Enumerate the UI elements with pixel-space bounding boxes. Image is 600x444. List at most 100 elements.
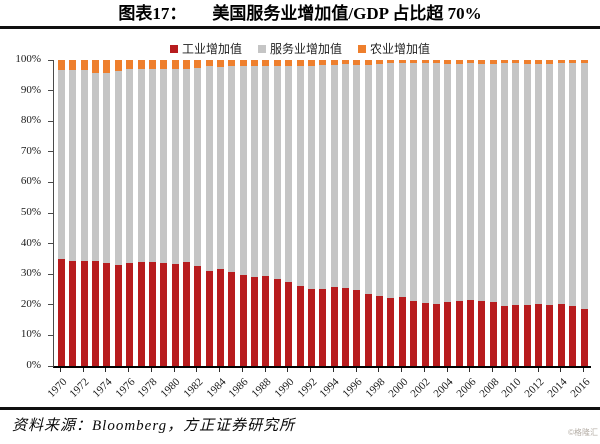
header-rule [0, 26, 600, 29]
x-axis-tick [401, 368, 403, 372]
y-axis-tick [48, 59, 53, 61]
bar-1973-segment-agriculture [92, 60, 100, 73]
x-axis-tick [60, 368, 61, 372]
bar-2011 [523, 60, 531, 366]
x-axis-tick [128, 368, 130, 372]
bar-1986 [239, 60, 247, 366]
legend-label-agriculture: 农业增加值 [370, 42, 431, 56]
bar-1978-segment-services [148, 68, 156, 263]
bar-1981-segment-services [182, 69, 190, 263]
x-axis-tick [537, 368, 539, 372]
y-axis-tick [48, 120, 53, 122]
x-axis-tick [514, 368, 516, 372]
bar-1985-segment-industry [228, 272, 236, 366]
bar-2009-segment-services [501, 63, 509, 307]
legend-item-services: 服务业增加值 [257, 43, 342, 55]
x-axis-tick [150, 368, 152, 372]
bar-2007-segment-industry [478, 300, 486, 366]
bar-1997-segment-industry [364, 294, 372, 366]
bar-1970-segment-services [58, 70, 65, 259]
bar-1983-segment-industry [205, 270, 213, 366]
bar-2010-segment-industry [512, 305, 520, 366]
bar-1975-segment-agriculture [114, 60, 122, 72]
bar-1995-segment-industry [341, 287, 349, 366]
chart-header: 图表17： 美国服务业增加值/GDP 占比超 70% [0, 3, 600, 25]
bar-1983-segment-agriculture [205, 60, 213, 67]
bar-1991 [296, 60, 304, 366]
bar-1977-segment-industry [137, 261, 145, 366]
y-axis-label: 80% [20, 114, 41, 127]
bar-2011-segment-industry [523, 304, 531, 366]
bar-1984 [217, 60, 225, 366]
bar-1993 [319, 60, 327, 366]
bar-1990-segment-services [285, 65, 293, 282]
y-axis-label: 70% [20, 144, 41, 157]
bar-1982-segment-services [194, 67, 202, 266]
bar-2001-segment-industry [410, 300, 418, 366]
x-axis-tick [105, 368, 107, 372]
bar-1989-segment-industry [273, 279, 281, 366]
y-axis-tick [48, 181, 53, 183]
bar-2009-segment-agriculture [501, 60, 509, 64]
bar-1984-segment-services [217, 67, 225, 269]
bar-2016-segment-agriculture [580, 60, 588, 63]
bar-2001 [410, 60, 418, 366]
bar-1999-segment-agriculture [387, 60, 395, 64]
bar-2002-segment-industry [421, 302, 429, 366]
y-axis-label: 20% [20, 297, 41, 310]
legend-label-industry: 工业增加值 [181, 42, 242, 56]
bar-1999-segment-industry [387, 298, 395, 366]
bar-2011-segment-agriculture [523, 60, 531, 64]
x-axis-tick [355, 368, 357, 372]
bar-1989-segment-services [273, 66, 281, 280]
chart-title: 美国服务业增加值/GDP 占比超 70% [212, 4, 482, 23]
bar-1979-segment-services [160, 69, 168, 264]
bar-1982-segment-agriculture [194, 60, 202, 68]
bar-2008-segment-industry [489, 302, 497, 366]
bar-1998-segment-agriculture [376, 60, 384, 64]
bar-1973-segment-industry [92, 261, 100, 366]
bar-2011-segment-services [523, 63, 531, 305]
x-axis-tick [82, 368, 84, 372]
y-axis-tick [48, 243, 53, 245]
bar-2008 [489, 60, 497, 366]
bar-1992 [307, 60, 315, 366]
bar-1982-segment-industry [194, 265, 202, 366]
bar-2012 [535, 60, 543, 366]
bar-1996-segment-services [353, 64, 361, 291]
bar-1972-segment-services [80, 69, 88, 262]
bar-1976-segment-agriculture [126, 60, 134, 70]
bar-2004-segment-agriculture [444, 60, 452, 64]
y-axis-tick [48, 273, 53, 275]
bar-2001-segment-services [410, 63, 418, 301]
bar-1986-segment-services [239, 65, 247, 275]
bar-1993-segment-industry [319, 289, 327, 366]
bar-1992-segment-industry [307, 288, 315, 366]
bar-1994-segment-services [330, 64, 338, 288]
bar-2014-segment-industry [557, 304, 565, 366]
bar-1998 [376, 60, 384, 366]
bar-1993-segment-agriculture [319, 60, 327, 65]
bar-1986-segment-industry [239, 274, 247, 366]
bar-1991-segment-industry [296, 286, 304, 366]
bar-2010 [512, 60, 520, 366]
bar-1994 [330, 60, 338, 366]
bar-1970 [58, 60, 65, 366]
bar-1980-segment-services [171, 68, 179, 265]
bar-2005 [455, 60, 463, 366]
bar-1996 [353, 60, 361, 366]
bar-1987-segment-industry [251, 276, 259, 366]
bar-2016-segment-industry [580, 308, 588, 366]
bar-1996-segment-agriculture [353, 60, 361, 65]
bar-1981 [182, 60, 190, 366]
legend-swatch-agriculture-icon [358, 45, 366, 53]
bar-1985-segment-agriculture [228, 60, 236, 67]
bar-1977 [137, 60, 145, 366]
bar-1980-segment-agriculture [171, 60, 179, 69]
bar-1987 [251, 60, 259, 366]
bar-1982 [194, 60, 202, 366]
bar-2000-segment-services [398, 63, 406, 298]
bar-1992-segment-agriculture [307, 60, 315, 66]
bar-1990-segment-industry [285, 281, 293, 366]
